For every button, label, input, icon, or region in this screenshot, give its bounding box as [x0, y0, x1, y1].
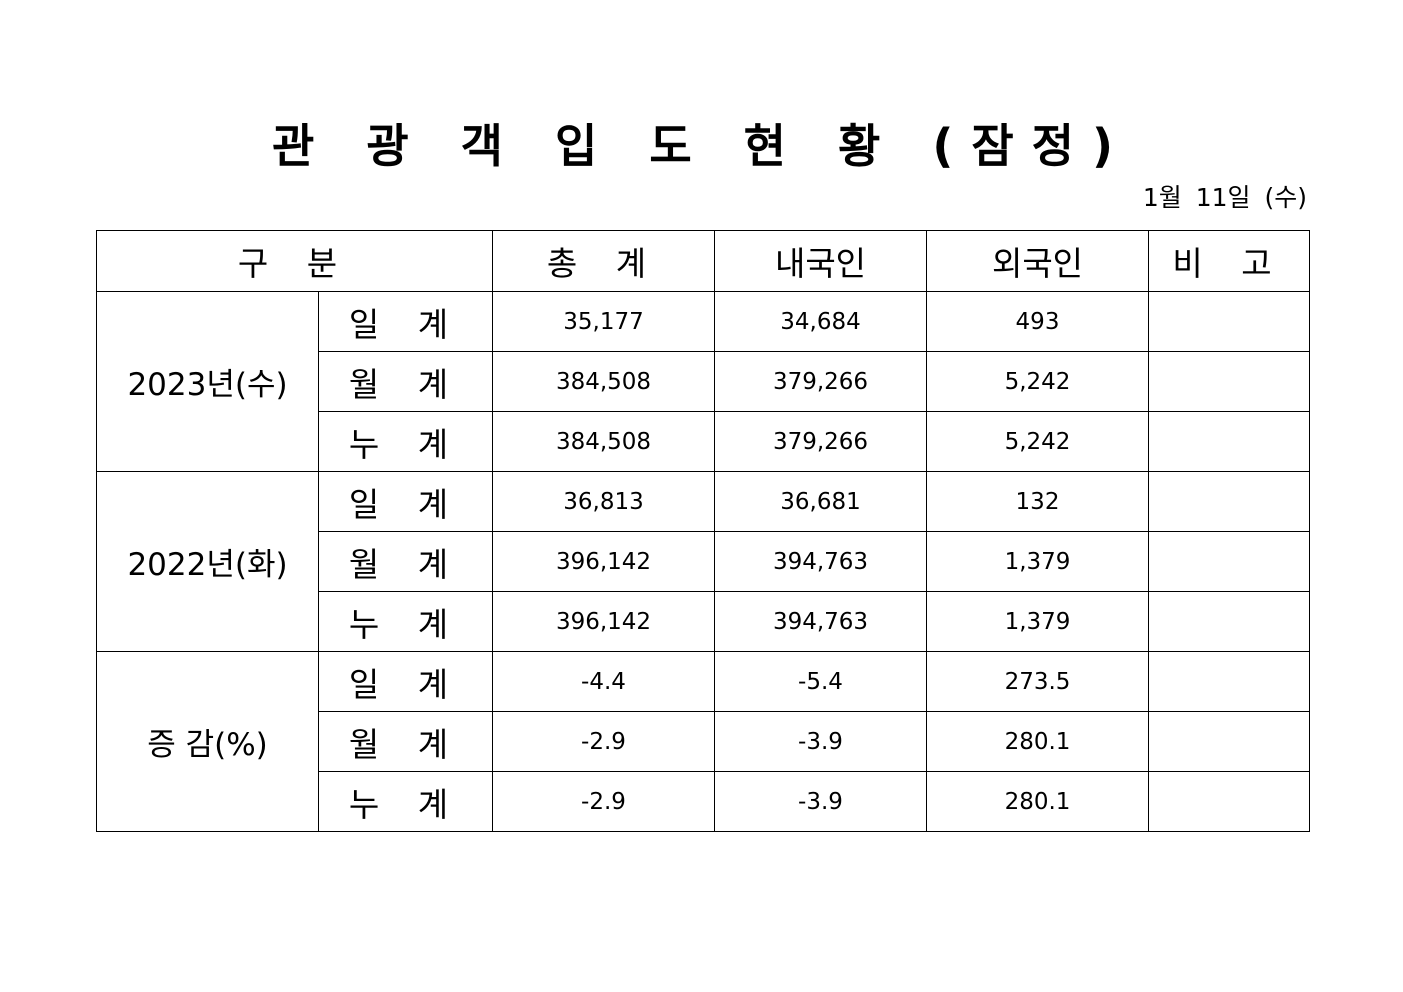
- row-sub-label: 일 계: [318, 291, 493, 352]
- table-row: 누 계 -2.9 -3.9 280.1: [97, 771, 1310, 832]
- cell-foreign: 1,379: [926, 531, 1149, 592]
- cell-note: [1148, 471, 1310, 532]
- table-row: 2023년(수) 일 계 35,177 34,684 493: [96, 291, 1310, 472]
- cell-total: -4.4: [492, 651, 715, 712]
- row-sub-label: 월 계: [318, 711, 493, 772]
- cell-domestic: 394,763: [714, 531, 927, 592]
- cell-total: 36,813: [492, 471, 715, 532]
- cell-note: [1148, 351, 1310, 412]
- group-label-change: 증 감(%): [96, 651, 319, 832]
- cell-foreign: 5,242: [926, 351, 1149, 412]
- cell-total: 384,508: [492, 411, 715, 472]
- cell-foreign: 1,379: [926, 591, 1149, 652]
- header-category: 구 분: [96, 230, 493, 292]
- cell-total: 384,508: [492, 351, 715, 412]
- table-row: 월 계 -2.9 -3.9 280.1: [97, 711, 1310, 772]
- cell-note: [1148, 411, 1310, 472]
- page-title: 관 광 객 입 도 현 황 (잠정): [271, 119, 1132, 173]
- row-sub-label: 일 계: [318, 651, 493, 712]
- cell-domestic: 36,681: [714, 471, 927, 532]
- cell-total: 396,142: [492, 591, 715, 652]
- cell-domestic: 379,266: [714, 351, 927, 412]
- cell-note: [1148, 711, 1310, 772]
- cell-domestic: -5.4: [714, 651, 927, 712]
- table-row: 증 감(%) 일 계 -4.4 -5.4 273.5: [96, 651, 1310, 832]
- cell-foreign: 280.1: [926, 771, 1149, 832]
- row-sub-label: 누 계: [318, 411, 493, 472]
- row-sub-label: 월 계: [318, 351, 493, 412]
- cell-note: [1148, 771, 1310, 832]
- cell-domestic: 34,684: [714, 291, 927, 352]
- header-note: 비 고: [1148, 230, 1310, 292]
- cell-domestic: -3.9: [714, 711, 927, 772]
- cell-foreign: 493: [926, 291, 1149, 352]
- header-total: 총 계: [492, 230, 715, 292]
- tourist-arrivals-table: 구 분 총 계 내국인 외국인 비 고 2023년(수) 일 계 35,177 …: [96, 230, 1310, 832]
- table-row: 누 계 396,142 394,763 1,379: [97, 591, 1310, 652]
- cell-foreign: 132: [926, 471, 1149, 532]
- cell-foreign: 273.5: [926, 651, 1149, 712]
- row-sub-label: 월 계: [318, 531, 493, 592]
- header-foreign: 외국인: [926, 230, 1149, 292]
- row-sub-label: 일 계: [318, 471, 493, 532]
- cell-foreign: 280.1: [926, 711, 1149, 772]
- table-row: 2022년(화) 일 계 36,813 36,681 132: [96, 471, 1310, 652]
- cell-total: -2.9: [492, 711, 715, 772]
- cell-total: 396,142: [492, 531, 715, 592]
- cell-domestic: -3.9: [714, 771, 927, 832]
- table-header-row: 구 분 총 계 내국인 외국인 비 고: [96, 230, 1310, 292]
- group-label-2022: 2022년(화): [96, 471, 319, 652]
- cell-foreign: 5,242: [926, 411, 1149, 472]
- cell-total: 35,177: [492, 291, 715, 352]
- cell-note: [1148, 591, 1310, 652]
- cell-note: [1148, 291, 1310, 352]
- group-label-2023: 2023년(수): [96, 291, 319, 472]
- cell-total: -2.9: [492, 771, 715, 832]
- row-sub-label: 누 계: [318, 591, 493, 652]
- cell-domestic: 394,763: [714, 591, 927, 652]
- header-domestic: 내국인: [714, 230, 927, 292]
- report-date: 1월 11일 (수): [1142, 183, 1307, 212]
- table-row: 월 계 396,142 394,763 1,379: [97, 531, 1310, 592]
- cell-note: [1148, 651, 1310, 712]
- table-row: 누 계 384,508 379,266 5,242: [97, 411, 1310, 472]
- cell-domestic: 379,266: [714, 411, 927, 472]
- row-sub-label: 누 계: [318, 771, 493, 832]
- cell-note: [1148, 531, 1310, 592]
